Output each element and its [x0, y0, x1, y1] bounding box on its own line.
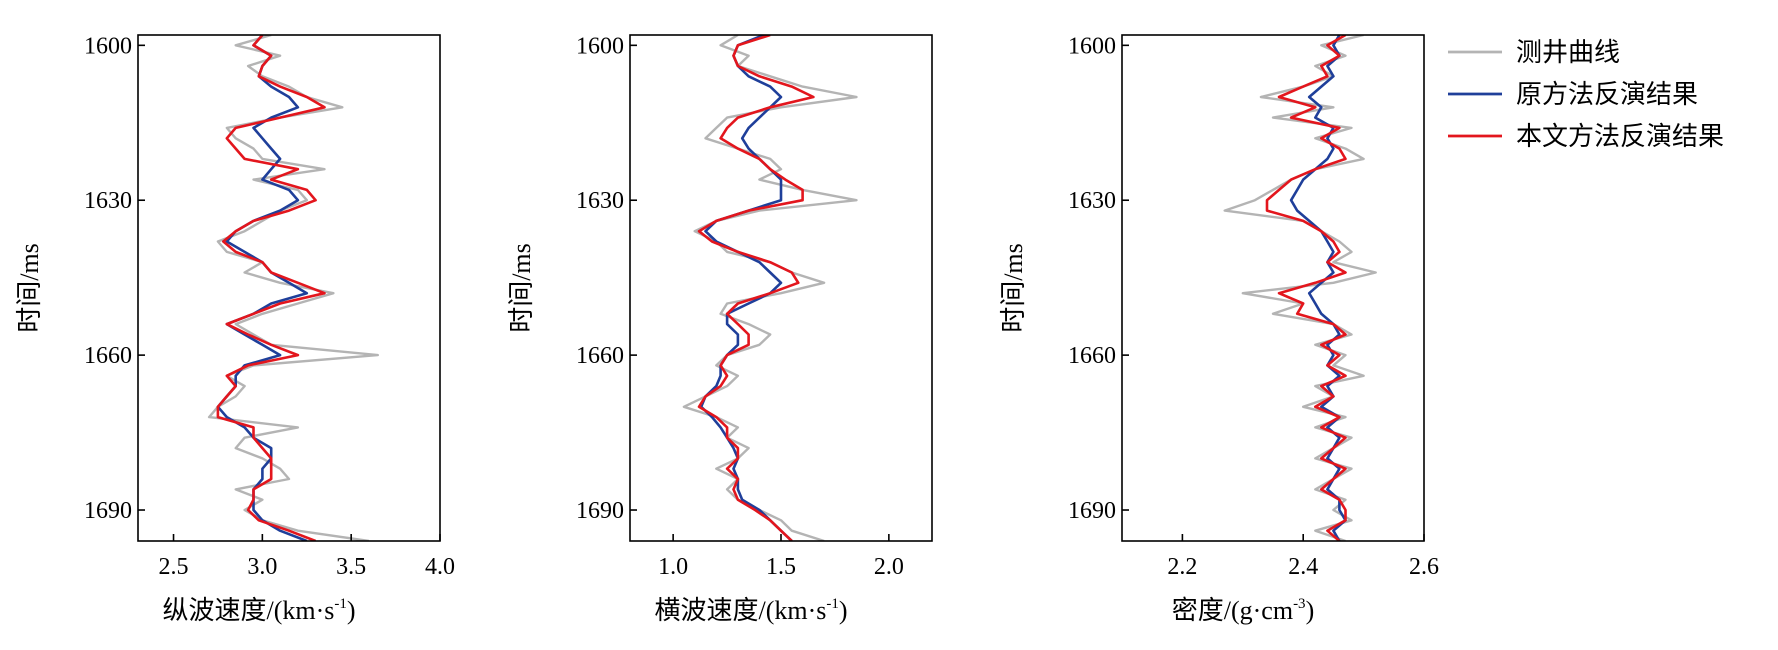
x-tick-label: 2.0 [874, 554, 904, 580]
x-tick-label: 1.0 [658, 554, 688, 580]
series-line-2 [216, 35, 309, 541]
y-axis-label: 时间/ms [15, 243, 44, 333]
y-tick-label: 1660 [84, 343, 132, 369]
series-lines [682, 35, 858, 541]
y-tick-label: 1660 [1068, 343, 1116, 369]
y-axis-label: 时间/ms [507, 243, 536, 333]
plot-frame [137, 34, 441, 542]
y-tick-label: 1600 [84, 33, 132, 59]
series-line-3 [1265, 35, 1347, 541]
x-axis-label: 密度/(g·cm-3) [1172, 596, 1314, 625]
y-axis-label: 时间/ms [999, 243, 1028, 333]
legend-label: 测井曲线 [1516, 38, 1620, 67]
chart-panel-1: 1600 1630 1660 1690 2.5 3.0 3.5 4.0 纵波速度/(km·s-1… [15, 33, 455, 625]
plot-frame [1121, 34, 1425, 542]
x-tick-label: 2.4 [1288, 554, 1318, 580]
x-tick-label: 2.6 [1409, 554, 1439, 580]
y-tick-label: 1630 [1068, 188, 1116, 214]
x-axis-label: 横波速度/(km·s-1) [654, 596, 847, 625]
y-tick-label: 1690 [1068, 498, 1116, 524]
y-tick-label: 1690 [84, 498, 132, 524]
x-tick-label: 4.0 [425, 554, 455, 580]
y-tick-label: 1630 [84, 188, 132, 214]
x-tick-label: 2.2 [1167, 554, 1197, 580]
series-line-1 [207, 35, 379, 541]
series-line-3 [697, 35, 815, 541]
legend-label: 原方法反演结果 [1516, 80, 1698, 109]
legend-item: 原方法反演结果 [1448, 80, 1698, 109]
chart-panel-2: 1600 1630 1660 1690 1.0 1.5 2.0 横波速度/(km·s-1) 时间… [507, 33, 933, 625]
x-tick-label: 3.0 [247, 554, 277, 580]
legend-label: 本文方法反演结果 [1516, 122, 1724, 151]
series-line-3 [216, 35, 326, 541]
series-lines [207, 35, 379, 541]
y-tick-label: 1690 [576, 498, 624, 524]
series-lines [1223, 35, 1377, 541]
y-tick-label: 1600 [576, 33, 624, 59]
y-tick-label: 1630 [576, 188, 624, 214]
x-tick-label: 2.5 [159, 554, 189, 580]
series-line-2 [699, 35, 793, 541]
series-line-1 [1223, 35, 1377, 541]
x-tick-label: 1.5 [766, 554, 796, 580]
chart-panel-3: 1600 1630 1660 1690 2.2 2.4 2.6 密度/(g·cm-3) 时间/m… [999, 33, 1439, 625]
y-tick-label: 1660 [576, 343, 624, 369]
x-axis-label: 纵波速度/(km·s-1) [162, 596, 355, 625]
series-line-2 [1289, 35, 1347, 541]
series-line-1 [682, 35, 858, 541]
chart-panels: 1600 1630 1660 1690 2.5 3.0 3.5 4.0 纵波速度/(km·s-1… [15, 33, 1439, 625]
legend-item: 测井曲线 [1448, 38, 1620, 67]
x-tick-label: 3.5 [336, 554, 366, 580]
y-tick-label: 1600 [1068, 33, 1116, 59]
legend-item: 本文方法反演结果 [1448, 122, 1724, 151]
